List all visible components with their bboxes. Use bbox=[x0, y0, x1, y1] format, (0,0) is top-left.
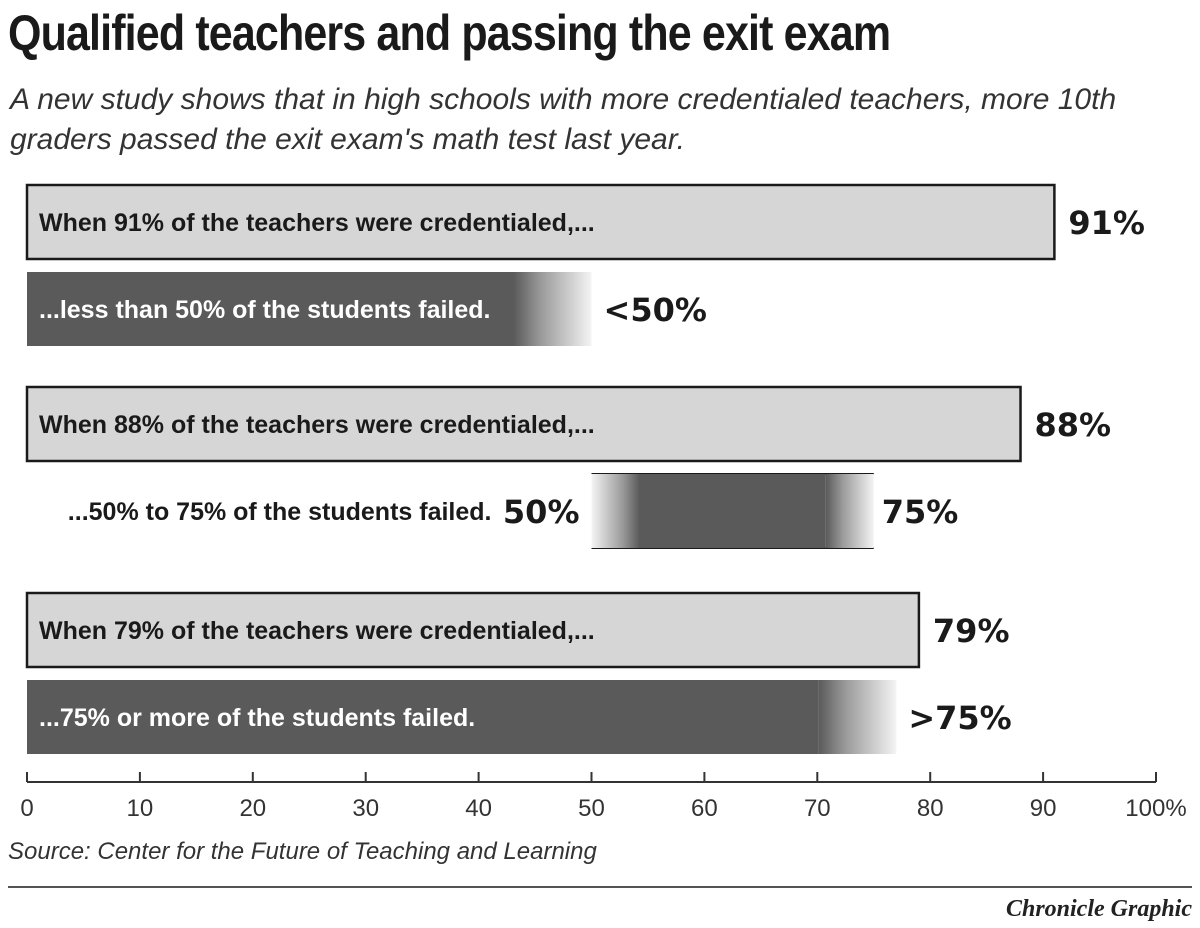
x-tick-label-40: 40 bbox=[465, 795, 492, 822]
teacher-value-label-1: 91% bbox=[1068, 204, 1145, 242]
teacher-bar-3 bbox=[25, 591, 921, 669]
x-tick-label-50: 50 bbox=[578, 795, 605, 822]
student-bar-fade-1 bbox=[513, 272, 592, 346]
student-range-fade-left bbox=[591, 474, 640, 548]
teacher-bar-label-3: When 79% of the teachers were credential… bbox=[39, 617, 595, 645]
chart-title: Qualified teachers and passing the exit … bbox=[8, 5, 891, 61]
teacher-bar-label-1: When 91% of the teachers were credential… bbox=[39, 209, 595, 237]
student-bar-2 bbox=[639, 474, 826, 548]
chart-subtitle: A new study shows that in high schools w… bbox=[10, 83, 1117, 156]
student-value-label-3: >75% bbox=[908, 699, 1011, 737]
student-bar-3 bbox=[27, 680, 819, 754]
student-range-low-label: 50% bbox=[503, 493, 580, 531]
teacher-bar-2 bbox=[25, 385, 1022, 463]
divider bbox=[8, 886, 1192, 888]
x-tick-label-10: 10 bbox=[127, 795, 154, 822]
x-tick-label-80: 80 bbox=[917, 795, 944, 822]
student-bar-label-2: ...50% to 75% of the students failed. bbox=[68, 498, 492, 526]
teacher-bar-label-2: When 88% of the teachers were credential… bbox=[39, 411, 595, 439]
teacher-value-label-3: 79% bbox=[933, 612, 1010, 650]
student-bar-label-1: ...less than 50% of the students failed. bbox=[39, 296, 491, 324]
teacher-bar-1 bbox=[25, 183, 1056, 261]
student-range-fade-right bbox=[825, 474, 874, 548]
x-tick-label-30: 30 bbox=[352, 795, 379, 822]
bar-chart: When 91% of the teachers were credential… bbox=[20, 183, 1187, 822]
student-value-label-1: <50% bbox=[604, 291, 707, 329]
x-tick-label-70: 70 bbox=[804, 795, 831, 822]
x-tick-label-0: 0 bbox=[20, 795, 33, 822]
student-bar-label-3: ...75% or more of the students failed. bbox=[39, 704, 475, 732]
x-tick-label-90: 90 bbox=[1030, 795, 1057, 822]
graphic-credit: Chronicle Graphic bbox=[1005, 896, 1192, 922]
x-tick-label-20: 20 bbox=[239, 795, 266, 822]
student-range-high-label: 75% bbox=[882, 493, 959, 531]
teacher-value-label-2: 88% bbox=[1035, 406, 1112, 444]
student-bar-1 bbox=[27, 272, 514, 346]
x-tick-label-60: 60 bbox=[691, 795, 718, 822]
source-note: Source: Center for the Future of Teachin… bbox=[8, 838, 597, 865]
student-bar-fade-3 bbox=[818, 680, 897, 754]
x-tick-label-100: 100% bbox=[1125, 795, 1186, 822]
